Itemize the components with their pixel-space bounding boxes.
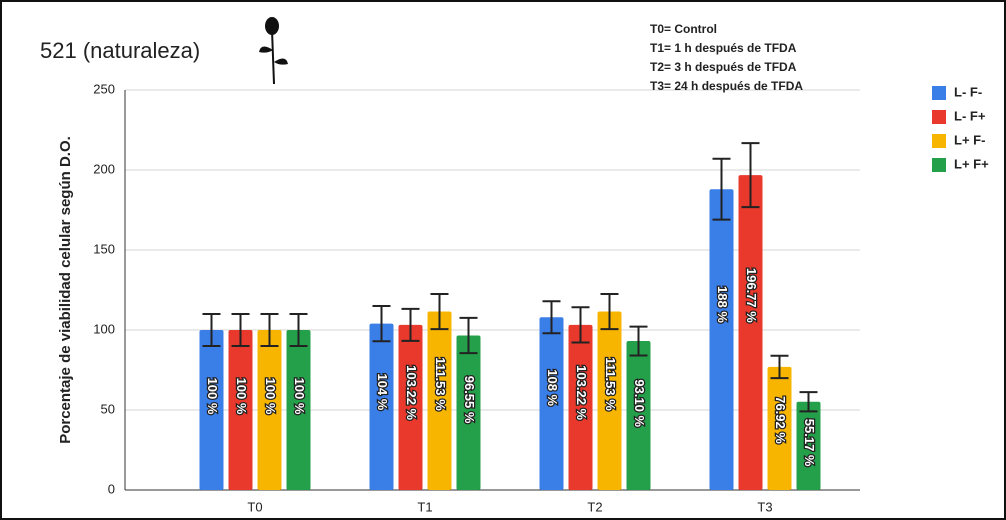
y-tick-label: 100: [93, 321, 115, 336]
y-tick-label: 0: [108, 481, 115, 496]
error-bar: [741, 142, 760, 209]
bar: [369, 323, 394, 490]
bar: [398, 324, 423, 490]
bar: [796, 401, 821, 490]
y-tick-label: 200: [93, 161, 115, 176]
bar: [456, 335, 481, 490]
annotation: T2= 3 h después de TFDA: [650, 60, 797, 74]
value-label: 111.53 %: [433, 357, 448, 411]
value-label: 111.53 %: [603, 357, 618, 411]
legend-label: L+ F-: [954, 132, 985, 147]
legend-label: L- F+: [954, 108, 986, 123]
error-bar: [430, 292, 449, 331]
y-tick-label: 150: [93, 241, 115, 256]
error-bar: [289, 313, 308, 347]
error-bar: [459, 316, 478, 355]
error-bar: [260, 313, 279, 347]
value-label: 100 %: [263, 378, 278, 415]
value-label: 55.17 %: [802, 419, 817, 467]
error-bar: [712, 157, 731, 221]
bar: [539, 317, 564, 490]
value-label: 100 %: [292, 378, 307, 415]
value-label: 188 %: [715, 286, 730, 323]
legend-swatch: [932, 110, 946, 124]
error-bar: [401, 307, 420, 342]
x-tick-label: T2: [587, 499, 602, 514]
bar: [738, 175, 763, 490]
bar: [597, 311, 622, 490]
value-label: 76.92 %: [773, 396, 788, 444]
value-label: 103.22 %: [404, 365, 419, 420]
bar: [286, 330, 311, 490]
legend-swatch: [932, 158, 946, 172]
error-bar: [799, 391, 818, 413]
bar: [199, 330, 224, 490]
legend-label: L+ F+: [954, 156, 989, 171]
value-label: 96.55 %: [462, 376, 477, 424]
error-bar: [542, 300, 561, 335]
value-label: 103.22 %: [574, 365, 589, 420]
legend-label: L- F-: [954, 84, 982, 99]
y-tick-label: 250: [93, 81, 115, 96]
y-axis-label: Porcentaje de viabilidad celular según D…: [57, 136, 74, 444]
value-label: 100 %: [234, 378, 249, 415]
value-label: 108 %: [545, 369, 560, 406]
y-tick-label: 50: [101, 401, 115, 416]
error-bar: [629, 325, 648, 357]
value-label: 100 %: [205, 378, 220, 415]
value-label: 104 %: [375, 373, 390, 410]
x-tick-label: T3: [757, 499, 772, 514]
value-label: 93.10 %: [632, 379, 647, 427]
error-bar: [372, 305, 391, 343]
rose-icon: [259, 17, 288, 85]
error-bar: [202, 313, 221, 347]
bar: [228, 330, 253, 490]
error-bar: [600, 292, 619, 331]
bar: [626, 341, 651, 490]
annotation: T3= 24 h después de TFDA: [650, 79, 803, 93]
legend-swatch: [932, 134, 946, 148]
annotation: T1= 1 h después de TFDA: [650, 41, 797, 55]
error-bar: [571, 306, 590, 344]
bar: [709, 189, 734, 490]
bar: [427, 311, 452, 490]
error-bar: [770, 354, 789, 380]
error-bar: [231, 313, 250, 347]
annotation: T0= Control: [650, 22, 717, 36]
bar: [767, 366, 792, 490]
chart-title: 521 (naturaleza): [40, 38, 200, 63]
bar: [568, 324, 593, 490]
bar: [257, 330, 282, 490]
legend-swatch: [932, 86, 946, 100]
x-tick-label: T0: [247, 499, 262, 514]
x-tick-label: T1: [417, 499, 432, 514]
value-label: 196.77 %: [744, 268, 759, 323]
